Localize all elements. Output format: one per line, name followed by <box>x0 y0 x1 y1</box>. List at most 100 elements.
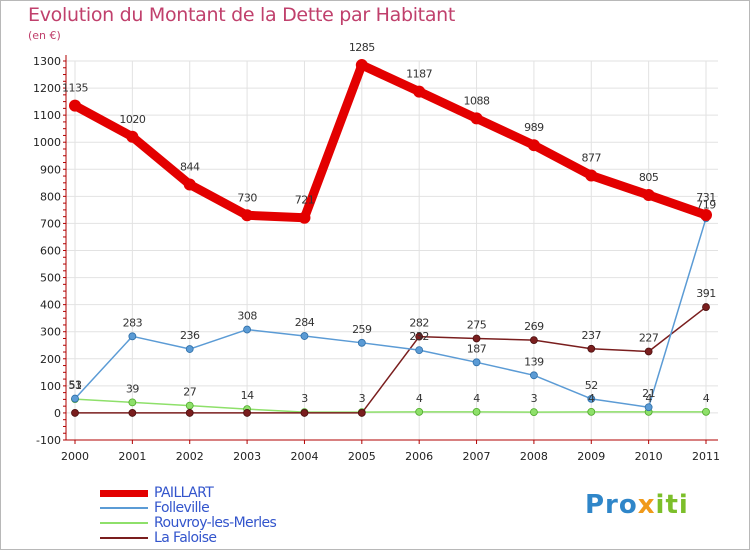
y-tick-label: 200 <box>40 353 61 366</box>
y-tick-label: 900 <box>40 163 61 176</box>
chart-title: Evolution du Montant de la Dette par Hab… <box>28 4 456 26</box>
data-point-la-faloise <box>702 303 710 311</box>
data-point-rouvroy <box>530 408 538 417</box>
y-tick-label: 400 <box>40 299 61 312</box>
y-tick-label: 600 <box>40 245 61 258</box>
data-point-rouvroy <box>702 407 710 416</box>
y-tick-label: 1100 <box>33 109 61 122</box>
data-point-paillart <box>470 112 483 125</box>
data-point-la-faloise <box>300 409 309 417</box>
data-label-la-faloise: 237 <box>582 329 602 342</box>
data-label-rouvroy: 14 <box>241 389 254 402</box>
data-label-rouvroy: 4 <box>473 392 480 405</box>
data-point-la-faloise <box>587 344 596 353</box>
x-tick-label: 2011 <box>692 450 720 463</box>
legend-swatch-paillart <box>100 489 148 497</box>
data-point-rouvroy <box>472 407 481 416</box>
data-point-paillart <box>298 211 311 224</box>
data-point-folleville <box>587 394 596 403</box>
data-point-rouvroy <box>128 398 137 407</box>
data-point-folleville <box>472 358 481 367</box>
data-label-rouvroy: 27 <box>183 386 196 399</box>
data-label-rouvroy: 51 <box>69 379 82 392</box>
data-point-la-faloise <box>243 409 251 417</box>
data-label-paillart: 1187 <box>406 68 432 81</box>
data-label-la-faloise: 282 <box>409 317 429 330</box>
chart-unit: (en €) <box>28 29 61 42</box>
data-label-la-faloise: 227 <box>639 331 659 344</box>
y-tick-label: 0 <box>54 407 61 420</box>
data-label-folleville: 139 <box>524 355 544 368</box>
data-point-rouvroy <box>587 407 596 416</box>
data-label-rouvroy: 3 <box>359 392 366 405</box>
data-point-folleville <box>644 403 653 412</box>
legend-label-paillart: PAILLART <box>154 485 214 501</box>
data-label-folleville: 283 <box>123 316 143 329</box>
data-point-la-faloise <box>415 332 424 341</box>
y-tick-label: 500 <box>40 272 61 285</box>
data-label-rouvroy: 3 <box>301 392 308 405</box>
data-point-paillart <box>355 59 368 72</box>
data-label-paillart: 805 <box>639 171 659 184</box>
data-label-paillart: 877 <box>582 152 602 165</box>
data-label-folleville: 719 <box>696 198 716 211</box>
data-point-la-faloise <box>530 336 538 345</box>
y-tick-label: 1200 <box>33 82 61 95</box>
data-label-paillart: 1088 <box>464 94 490 107</box>
x-tick-label: 2007 <box>463 450 491 463</box>
data-point-folleville <box>243 325 251 334</box>
data-point-folleville <box>357 338 366 347</box>
legend-item-rouvroy: Rouvroy-les-Merles <box>100 515 277 531</box>
legend-item-la-faloise: La Faloise <box>100 530 217 546</box>
data-point-paillart <box>126 130 139 143</box>
data-point-folleville <box>185 345 194 353</box>
data-point-la-faloise <box>128 409 137 417</box>
data-point-paillart <box>69 99 81 112</box>
data-label-folleville: 232 <box>409 330 429 343</box>
data-label-la-faloise: 275 <box>467 318 487 331</box>
series-line-paillart <box>70 60 711 223</box>
data-label-paillart: 1135 <box>62 82 88 95</box>
data-point-rouvroy <box>415 407 424 416</box>
x-tick-label: 2010 <box>635 450 663 463</box>
data-point-paillart <box>527 139 540 152</box>
y-tick-label: 800 <box>40 190 61 203</box>
series-line-la-faloise <box>74 306 707 414</box>
proxiti-logo: Proxiti <box>585 490 689 520</box>
x-tick-label: 2004 <box>290 450 318 463</box>
series-line-folleville <box>74 217 707 408</box>
data-label-rouvroy: 4 <box>416 392 423 405</box>
data-point-folleville <box>300 332 309 340</box>
data-point-rouvroy <box>185 401 194 410</box>
data-label-paillart: 844 <box>180 160 200 173</box>
legend-item-folleville: Folleville <box>100 500 210 516</box>
y-tick-label: 1000 <box>33 136 61 149</box>
data-label-folleville: 259 <box>352 323 372 336</box>
x-tick-label: 2002 <box>176 450 204 463</box>
data-label-folleville: 236 <box>180 329 200 342</box>
x-tick-label: 2005 <box>348 450 376 463</box>
data-label-rouvroy: 3 <box>531 392 538 405</box>
x-tick-label: 2001 <box>118 450 146 463</box>
data-label-paillart: 721 <box>295 194 315 207</box>
data-label-folleville: 308 <box>237 310 257 323</box>
data-point-paillart <box>700 209 712 222</box>
legend-swatch-folleville <box>100 507 148 509</box>
legend-swatch-la-faloise <box>100 537 148 539</box>
data-point-la-faloise <box>71 409 79 417</box>
data-point-folleville <box>530 371 538 380</box>
y-tick-label: 1300 <box>33 55 61 68</box>
data-point-paillart <box>585 169 598 182</box>
data-point-folleville <box>415 346 424 355</box>
data-label-paillart: 1020 <box>119 113 145 126</box>
legend-label-rouvroy: Rouvroy-les-Merles <box>154 515 277 531</box>
data-label-rouvroy: 39 <box>126 382 139 395</box>
data-label-folleville: 52 <box>585 379 598 392</box>
data-label-paillart: 731 <box>696 191 716 204</box>
data-label-rouvroy: 4 <box>588 392 595 405</box>
data-label-paillart: 1285 <box>349 41 375 54</box>
data-point-la-faloise <box>357 409 366 417</box>
x-tick-label: 2006 <box>405 450 433 463</box>
y-tick-label: 100 <box>40 380 61 393</box>
